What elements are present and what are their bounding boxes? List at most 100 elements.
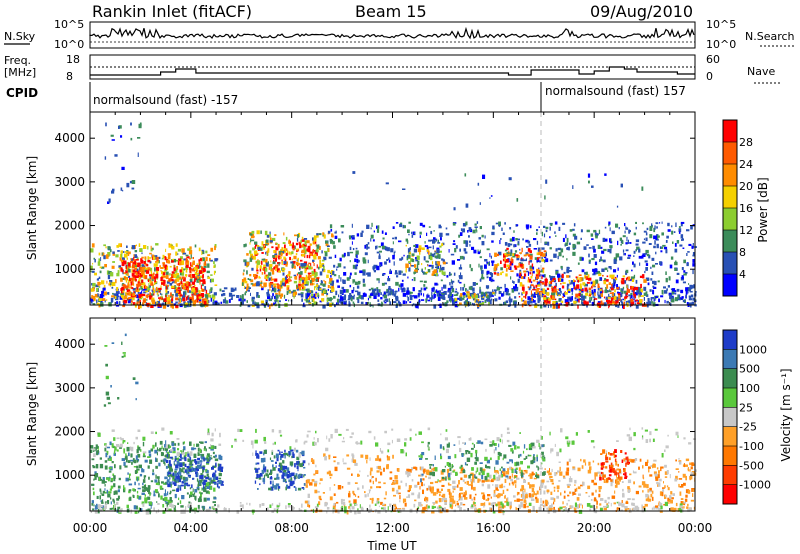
echo-cell (317, 256, 321, 260)
echo-cell (280, 454, 284, 458)
echo-cell (198, 264, 201, 269)
echo-cell (294, 463, 296, 468)
echo-cell (172, 457, 174, 460)
echo-cell (508, 293, 511, 296)
echo-cell (198, 259, 200, 264)
echo-cell (118, 291, 120, 294)
echo-cell (191, 509, 195, 511)
echo-cell (674, 297, 678, 302)
echo-cell (301, 450, 305, 456)
echo-cell (645, 291, 648, 296)
echo-cell (367, 474, 369, 477)
echo-cell (370, 287, 374, 290)
echo-cell (685, 294, 687, 298)
echo-cell (538, 282, 541, 286)
echo-cell (183, 301, 186, 305)
echo-cell (107, 457, 109, 461)
echo-cell (260, 282, 263, 284)
echo-cell (293, 280, 298, 284)
echo-cell (652, 302, 656, 307)
echo-cell (355, 494, 357, 497)
echo-cell (648, 254, 651, 259)
echo-cell (527, 296, 531, 300)
echo-cell (292, 480, 295, 485)
echo-cell (553, 285, 557, 289)
echo-cell (197, 288, 199, 293)
echo-cell (464, 497, 468, 500)
echo-cell (309, 255, 311, 259)
echo-cell (394, 272, 398, 275)
echo-cell (97, 261, 101, 266)
echo-cell (597, 271, 601, 274)
echo-cell (585, 271, 588, 276)
echo-cell (195, 471, 198, 475)
echo-cell (386, 464, 389, 468)
echo-cell (99, 294, 104, 299)
echo-cell (421, 263, 423, 266)
echo-cell (473, 293, 476, 298)
echo-cell (133, 254, 135, 259)
echo-cell (597, 291, 599, 296)
echo-cell (142, 282, 146, 286)
echo-cell (336, 268, 338, 271)
echo-cell (570, 280, 574, 285)
echo-cell (531, 266, 535, 270)
echo-cell (439, 245, 442, 248)
echo-cell (414, 269, 418, 273)
echo-cell (184, 485, 186, 489)
echo-cell (600, 256, 602, 261)
echo-cell (428, 264, 432, 267)
echo-cell (379, 468, 383, 471)
echo-cell (256, 266, 258, 270)
echo-cell (585, 303, 588, 306)
echo-cell (326, 297, 331, 302)
echo-cell (184, 469, 187, 473)
echo-cell (631, 290, 635, 293)
echo-cell (319, 271, 323, 276)
echo-cell (481, 273, 484, 277)
echo-cell (507, 288, 509, 293)
echo-cell (529, 473, 533, 477)
echo-cell (178, 258, 182, 263)
echo-cell (313, 301, 317, 306)
echo-cell (161, 293, 163, 296)
echo-cell (111, 286, 114, 289)
echo-cell (579, 277, 581, 283)
echo-cell (502, 232, 505, 235)
echo-cell (524, 273, 527, 277)
echo-cell (666, 288, 668, 291)
echo-cell (689, 304, 692, 308)
echo-cell (140, 264, 142, 267)
echo-cell (141, 264, 145, 268)
echo-cell (257, 246, 261, 251)
echo-cell (298, 280, 301, 284)
echo-cell (665, 249, 668, 254)
echo-cell (177, 457, 180, 462)
echo-cell (482, 174, 486, 179)
echo-cell (548, 299, 551, 304)
echo-cell (393, 494, 396, 497)
echo-cell (210, 289, 213, 292)
echo-cell (451, 505, 453, 510)
echo-cell (290, 276, 293, 279)
echo-cell (606, 300, 610, 303)
echo-cell (453, 488, 456, 491)
echo-cell (313, 293, 316, 298)
echo-cell (315, 293, 317, 297)
echo-cell (351, 235, 355, 240)
echo-cell (244, 298, 246, 302)
echo-cell (626, 289, 631, 293)
echo-cell (418, 474, 421, 477)
echo-cell (150, 480, 154, 483)
echo-cell (572, 247, 576, 250)
echo-cell (214, 264, 216, 268)
echo-cell (430, 481, 434, 485)
echo-cell (432, 270, 435, 275)
echo-cell (526, 253, 530, 256)
echo-cell (110, 297, 114, 302)
echo-cell (255, 468, 259, 473)
echo-cell (383, 467, 385, 472)
echo-cell (258, 283, 262, 287)
echo-cell (638, 255, 643, 259)
